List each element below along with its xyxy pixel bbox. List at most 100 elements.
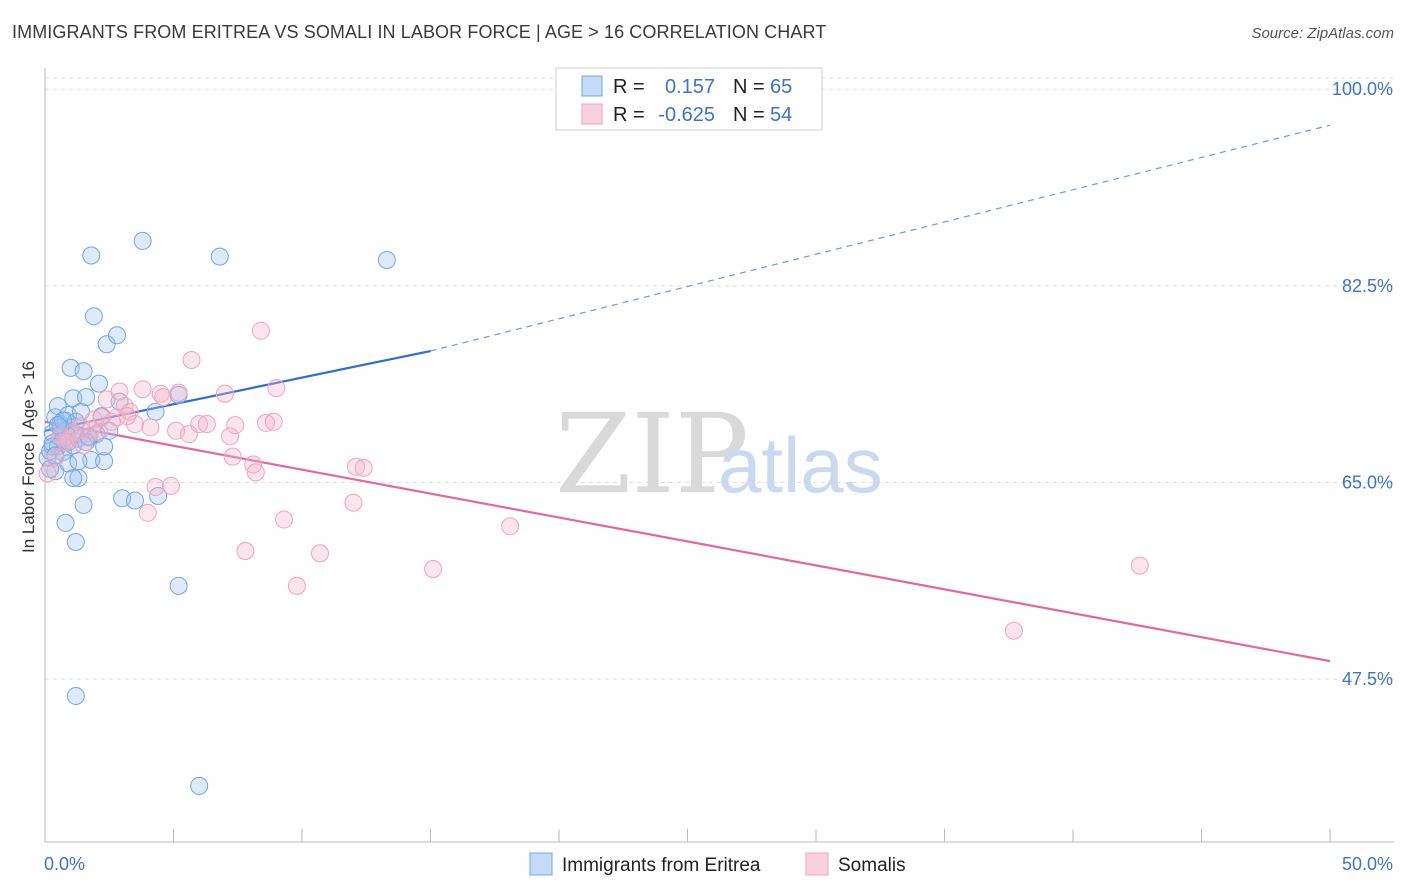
somali-point bbox=[74, 436, 93, 455]
x-tick-label: 50.0% bbox=[1342, 854, 1393, 874]
bottom-legend-swatch-somali bbox=[805, 852, 829, 876]
eritrea-point bbox=[69, 452, 88, 471]
legend-r-label: R = bbox=[613, 104, 645, 126]
somali-point bbox=[221, 427, 240, 446]
data-points bbox=[38, 231, 1149, 795]
somali-point bbox=[56, 433, 75, 452]
somali-point bbox=[182, 351, 201, 370]
eritrea-point bbox=[133, 231, 152, 250]
eritrea-point bbox=[190, 776, 209, 795]
somali-point bbox=[310, 544, 329, 563]
axes bbox=[44, 68, 1394, 843]
somali-point bbox=[146, 477, 165, 496]
somali-point bbox=[1004, 621, 1023, 640]
eritrea-point bbox=[74, 362, 93, 381]
legend-r-value: 0.157 bbox=[665, 76, 715, 98]
somali-point bbox=[344, 493, 363, 512]
watermark-atlas: atlas bbox=[718, 421, 883, 509]
trend-lines bbox=[44, 124, 1331, 663]
somali-point bbox=[92, 408, 111, 427]
legend-n-value: 65 bbox=[770, 76, 792, 98]
somali-point bbox=[169, 383, 188, 402]
somali-point bbox=[257, 413, 276, 432]
eritrea-point bbox=[169, 576, 188, 595]
y-tick-label: 47.5% bbox=[1342, 669, 1393, 689]
eritrea-point bbox=[64, 389, 83, 408]
somali-point bbox=[354, 458, 373, 477]
bottom-legend-swatch-eritrea bbox=[529, 852, 553, 876]
eritrea-point bbox=[210, 247, 229, 266]
somali-point bbox=[46, 448, 65, 467]
eritrea-point bbox=[56, 513, 75, 532]
eritrea-point bbox=[377, 251, 396, 270]
eritrea-point bbox=[84, 307, 103, 326]
legend-n-label: N = bbox=[733, 76, 765, 98]
eritrea-point bbox=[48, 397, 67, 416]
legend-n-label: N = bbox=[733, 104, 765, 126]
x-tick-labels: 0.0% 50.0% bbox=[44, 854, 1393, 874]
y-tick-labels: 47.5% 65.0% 82.5% 100.0% bbox=[1332, 79, 1393, 689]
somali-point bbox=[223, 447, 242, 466]
eritrea-point bbox=[77, 388, 96, 407]
legend-r-value: -0.625 bbox=[658, 104, 715, 126]
bottom-legend: Immigrants from Eritrea Somalis bbox=[529, 852, 906, 876]
somali-trend-line bbox=[44, 420, 1331, 663]
bottom-legend-label-eritrea: Immigrants from Eritrea bbox=[562, 855, 761, 876]
somali-point bbox=[226, 416, 245, 435]
legend-n-value: 54 bbox=[770, 104, 792, 126]
eritrea-point bbox=[74, 495, 93, 514]
somali-point bbox=[133, 380, 152, 399]
somali-point bbox=[154, 388, 173, 407]
somali-point bbox=[267, 379, 286, 398]
bottom-legend-label-somali: Somalis bbox=[838, 855, 906, 876]
somali-point bbox=[197, 415, 216, 434]
legend-swatch-somali bbox=[581, 103, 603, 125]
somali-point bbox=[64, 424, 83, 443]
eritrea-point bbox=[95, 452, 114, 471]
eritrea-point bbox=[66, 686, 85, 705]
eritrea-point bbox=[82, 451, 101, 469]
legend: R = 0.157 N = 65 R = -0.625 N = 54 bbox=[555, 67, 823, 131]
eritrea-point bbox=[97, 335, 116, 354]
somali-point bbox=[246, 463, 265, 482]
y-tick-label: 82.5% bbox=[1342, 276, 1393, 296]
y-tick-label: 65.0% bbox=[1342, 472, 1393, 492]
somali-point bbox=[141, 418, 160, 437]
eritrea-point bbox=[125, 491, 144, 510]
somali-point bbox=[501, 517, 520, 536]
y-tick-label: 100.0% bbox=[1332, 79, 1393, 99]
eritrea-trend-extension bbox=[430, 124, 1331, 352]
eritrea-point bbox=[48, 416, 67, 435]
eritrea-trend-line bbox=[44, 349, 431, 432]
y-axis-label: In Labor Force | Age > 16 bbox=[19, 361, 38, 553]
x-tick-label: 0.0% bbox=[44, 854, 85, 874]
somali-point bbox=[264, 412, 283, 431]
eritrea-point bbox=[66, 533, 85, 552]
somali-point bbox=[118, 407, 137, 426]
eritrea-point bbox=[107, 326, 126, 345]
legend-swatch-eritrea bbox=[581, 75, 603, 97]
eritrea-point bbox=[89, 374, 108, 393]
chart-source: Source: ZipAtlas.com bbox=[1251, 25, 1394, 42]
somali-point bbox=[38, 464, 57, 483]
somali-point bbox=[1130, 556, 1149, 575]
somali-point bbox=[287, 576, 306, 595]
somali-point bbox=[161, 476, 180, 495]
chart-title: IMMIGRANTS FROM ERITREA VS SOMALI IN LAB… bbox=[12, 22, 827, 42]
somali-point bbox=[215, 384, 234, 403]
somali-point bbox=[89, 422, 108, 441]
somali-point bbox=[110, 382, 129, 401]
somali-point bbox=[190, 415, 209, 434]
eritrea-point bbox=[82, 246, 101, 265]
eritrea-point bbox=[64, 468, 83, 487]
somali-point bbox=[275, 510, 294, 529]
somali-point bbox=[251, 321, 270, 340]
somali-point bbox=[151, 384, 170, 403]
somali-point bbox=[125, 415, 144, 434]
somali-point bbox=[424, 559, 443, 578]
gridlines bbox=[45, 77, 1394, 680]
legend-r-label: R = bbox=[613, 76, 645, 98]
somali-point bbox=[236, 542, 255, 561]
somali-point bbox=[138, 503, 157, 522]
